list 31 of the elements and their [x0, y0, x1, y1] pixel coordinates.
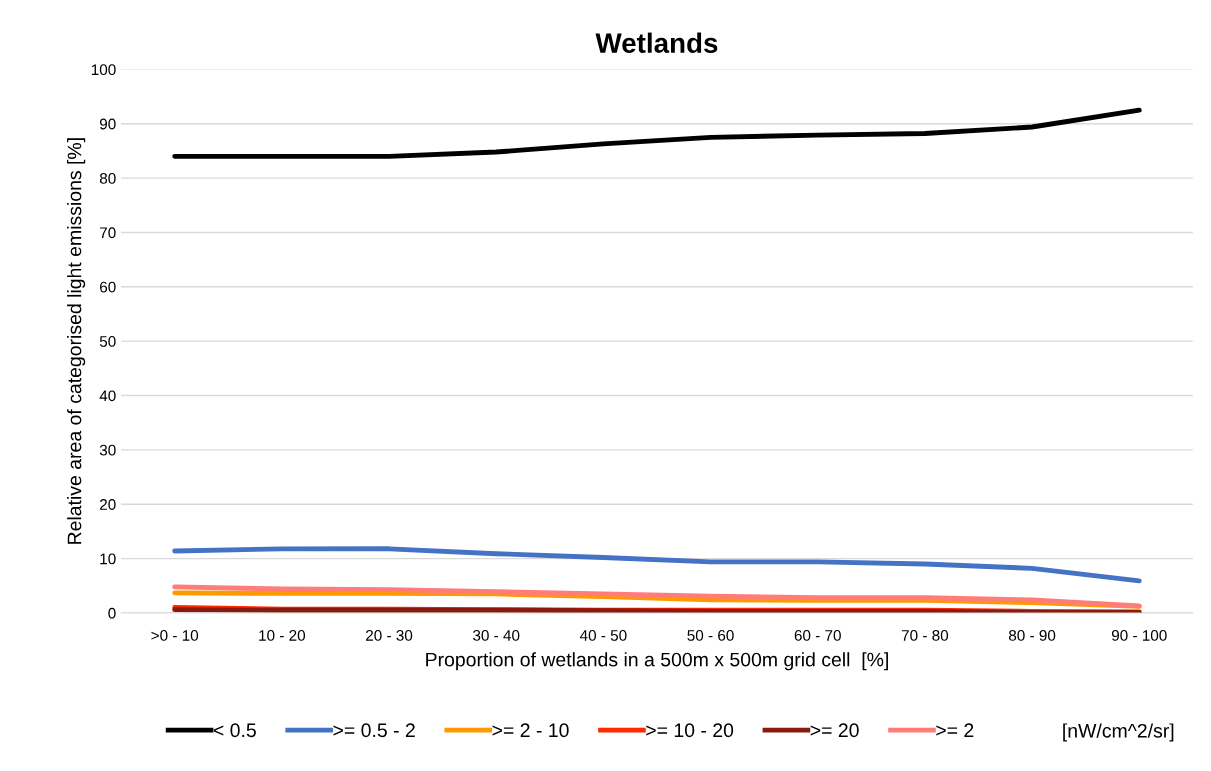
- chart-title: Wetlands: [595, 32, 718, 53]
- x-tick-label: 70 - 80: [901, 630, 949, 641]
- x-tick-label: 40 - 50: [579, 630, 627, 641]
- x-tick-label: 10 - 20: [259, 630, 306, 641]
- y-tick-label: 40: [99, 390, 116, 402]
- y-tick-label: 70: [100, 227, 116, 239]
- legend-label: >= 20: [810, 723, 859, 738]
- x-tick-label: 60 - 70: [794, 630, 841, 641]
- x-tick-label: 90 - 100: [1111, 630, 1167, 641]
- y-tick-label: 80: [99, 172, 116, 184]
- y-tick-label: 10: [100, 553, 116, 565]
- x-tick-label: 30 - 40: [473, 630, 520, 641]
- text: [nW/cm^2/sr]: [1063, 723, 1174, 742]
- y-tick-label: 30: [99, 444, 116, 456]
- x-tick-label: 80 - 90: [1008, 630, 1056, 641]
- y-tick-label: 90: [99, 118, 116, 130]
- x-tick-label: 50 - 60: [687, 630, 734, 641]
- y-tick-label: 0: [108, 607, 116, 619]
- y-tick-label: 100: [91, 64, 116, 76]
- x-tick-label: 20 - 30: [366, 630, 413, 641]
- x-axis-title: Proportion of wetlands in a 500m x 500m grid cell [%]: [426, 652, 888, 671]
- y-tick-label: 20: [100, 499, 116, 510]
- legend-label: >= 0.5 - 2: [333, 723, 415, 738]
- x-tick-label: >0 - 10: [151, 630, 199, 641]
- legend-label: >= 2 - 10: [492, 723, 569, 738]
- legend-label: >= 2: [936, 723, 974, 737]
- legend-label: < 0.5: [213, 723, 256, 738]
- y-axis-title: Relative area of categorised light emissions [%]: [67, 138, 86, 544]
- y-tick-label: 50: [99, 336, 116, 347]
- legend-label: >= 10 - 20: [646, 723, 734, 738]
- y-tick-label: 60: [100, 281, 116, 293]
